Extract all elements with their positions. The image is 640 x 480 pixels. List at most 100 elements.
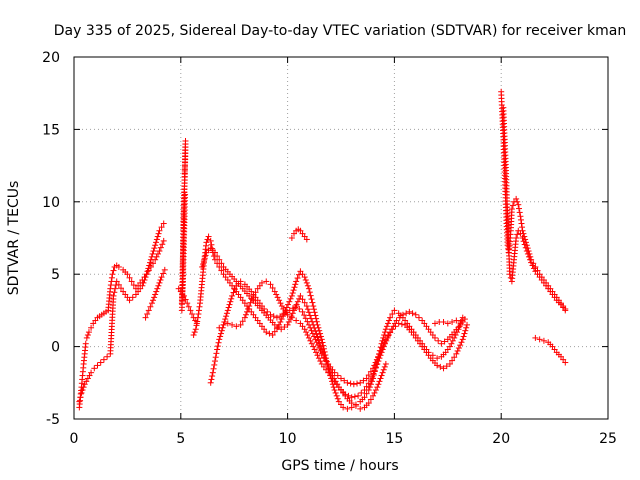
data-point-fill	[514, 231, 521, 238]
data-point-fill	[306, 289, 313, 296]
data-point-fill	[283, 304, 290, 311]
data-point-fill	[296, 305, 303, 312]
data-point-fill	[524, 250, 531, 257]
data-point	[434, 362, 441, 369]
data-point-fill	[215, 339, 222, 346]
data-point-fill	[351, 393, 358, 400]
data-point	[391, 307, 398, 314]
data-point-fill	[384, 334, 391, 341]
data-point-fill	[313, 349, 320, 356]
data-point-fill	[110, 267, 117, 274]
data-point	[344, 405, 351, 412]
data-point-fill	[375, 381, 382, 388]
data-point	[229, 321, 236, 328]
data-point	[128, 278, 135, 285]
data-point-fill	[270, 313, 277, 320]
data-point-fill	[302, 315, 309, 322]
data-point	[464, 321, 471, 328]
data-point-fill	[208, 241, 215, 248]
data-point-fill	[202, 252, 209, 259]
data-point-fill	[517, 216, 524, 223]
data-point	[310, 303, 317, 310]
data-point-fill	[315, 355, 322, 362]
data-point	[156, 248, 163, 255]
data-point-fill	[84, 332, 91, 339]
data-point-fill	[185, 303, 192, 310]
data-point-fill	[463, 324, 470, 331]
data-point	[100, 356, 107, 363]
data-point-fill	[415, 314, 422, 321]
data-point	[216, 324, 223, 331]
data-point	[357, 405, 364, 412]
data-point-fill	[365, 372, 372, 379]
data-point-fill	[294, 298, 301, 305]
data-point	[126, 297, 133, 304]
data-point	[193, 320, 200, 327]
data-point-fill	[317, 333, 324, 340]
data-point-fill	[242, 311, 249, 318]
data-point-fill	[333, 392, 340, 399]
y-axis-label: SDTVAR / TECUs	[6, 181, 22, 296]
data-point-fill	[389, 311, 396, 318]
data-point-fill	[313, 331, 320, 338]
data-point-fill	[285, 301, 292, 308]
data-point	[382, 360, 389, 367]
data-point	[110, 292, 117, 299]
data-point	[148, 300, 155, 307]
data-point-fill	[369, 373, 376, 380]
data-point-fill	[160, 270, 167, 277]
data-points	[76, 88, 569, 412]
data-point-fill	[264, 308, 271, 315]
data-point	[288, 292, 295, 299]
data-point-fill	[371, 389, 378, 396]
data-point	[338, 375, 344, 382]
data-point	[199, 263, 206, 270]
data-point-fill	[382, 329, 389, 336]
data-point	[237, 321, 244, 328]
data-point	[350, 381, 357, 388]
data-point-fill	[150, 260, 157, 267]
data-point-fill	[150, 248, 157, 255]
data-point	[246, 303, 253, 310]
data-point-fill	[289, 310, 296, 317]
data-point	[190, 332, 197, 339]
y-tick-label: -5	[46, 412, 60, 428]
data-point-fill	[319, 339, 326, 346]
data-point	[299, 308, 306, 315]
data-point	[438, 340, 445, 347]
data-point-fill	[341, 377, 348, 384]
data-point	[513, 235, 520, 241]
data-point	[211, 358, 218, 365]
data-point-fill	[330, 384, 337, 391]
data-point-fill	[245, 305, 252, 312]
data-point-fill	[319, 349, 326, 356]
data-point-fill	[358, 389, 365, 396]
data-point	[152, 256, 159, 263]
data-point-fill	[126, 274, 133, 281]
data-point-fill	[384, 320, 391, 327]
data-point	[348, 400, 355, 407]
data-point	[250, 292, 257, 299]
data-point-fill	[155, 250, 162, 257]
data-point-fill	[150, 297, 157, 304]
data-point-fill	[144, 311, 151, 318]
data-point	[340, 404, 347, 411]
data-point	[528, 259, 535, 266]
data-point-fill	[311, 325, 318, 332]
data-point	[310, 321, 317, 328]
data-point	[142, 314, 149, 321]
data-point-fill	[217, 333, 224, 340]
x-tick-label: 25	[599, 431, 617, 447]
data-point	[562, 307, 569, 314]
data-point-fill	[317, 358, 324, 365]
data-point	[258, 279, 265, 286]
data-point-fill	[153, 236, 160, 243]
data-point-fill	[274, 294, 281, 301]
data-point	[184, 300, 191, 307]
data-point	[224, 320, 231, 327]
data-point	[192, 326, 199, 333]
chart-title: Day 335 of 2025, Sidereal Day-to-day VTE…	[54, 23, 626, 39]
data-point-fill	[278, 316, 285, 323]
data-point-fill	[244, 308, 251, 315]
data-point	[224, 307, 231, 314]
